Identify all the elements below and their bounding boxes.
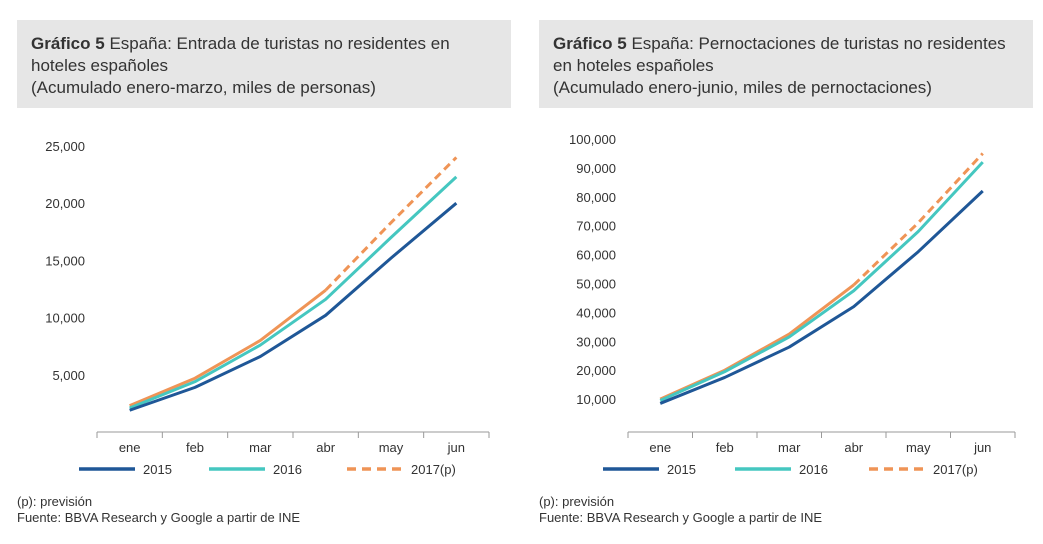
chart-header: Gráfico 5 España: Entrada de turistas no… bbox=[17, 20, 511, 108]
chart-panel-entradas: Gráfico 5 España: Entrada de turistas no… bbox=[17, 20, 511, 526]
x-tick-label: feb bbox=[186, 440, 204, 455]
chart-title: Gráfico 5 España: Pernoctaciones de turi… bbox=[553, 33, 1019, 77]
chart-footer: (p): previsión Fuente: BBVA Research y G… bbox=[539, 494, 822, 526]
chart-header: Gráfico 5 España: Pernoctaciones de turi… bbox=[539, 20, 1033, 108]
y-tick-label: 15,000 bbox=[45, 253, 85, 268]
y-tick-label: 80,000 bbox=[576, 190, 616, 205]
chart-title-prefix: Gráfico 5 bbox=[31, 34, 105, 53]
x-tick-label: jun bbox=[447, 440, 465, 455]
y-tick-label: 10,000 bbox=[45, 311, 85, 326]
series-line-2015 bbox=[659, 189, 984, 405]
legend-label: 2017(p) bbox=[411, 462, 456, 477]
footnote-prevision: (p): previsión bbox=[539, 494, 615, 509]
legend-label: 2015 bbox=[667, 462, 696, 477]
legend-label: 2017(p) bbox=[933, 462, 978, 477]
line-chart-entradas: ene feb mar abr may jun 5,000 10,000 15,000 20,00… bbox=[45, 139, 490, 477]
footnote-source: Fuente: BBVA Research y Google a partir … bbox=[17, 510, 301, 525]
legend-label: 2016 bbox=[273, 462, 302, 477]
y-tick-label: 5,000 bbox=[52, 368, 85, 383]
chart-subtitle: (Acumulado enero-junio, miles de pernoct… bbox=[553, 78, 932, 97]
series-line-2017-observed bbox=[659, 283, 855, 401]
y-tick-label: 20,000 bbox=[576, 363, 616, 378]
footnote-prevision: (p): previsión bbox=[17, 494, 93, 509]
y-tick-label: 10,000 bbox=[576, 392, 616, 407]
chart-title-prefix: Gráfico 5 bbox=[553, 34, 627, 53]
y-tick-label: 25,000 bbox=[45, 139, 85, 154]
x-tick-label: mar bbox=[249, 440, 272, 455]
series-line-2016 bbox=[129, 175, 458, 410]
x-tick-label: jun bbox=[973, 440, 991, 455]
chart-title-text: España: Pernoctaciones de turistas no re… bbox=[553, 34, 1006, 75]
y-tick-label: 50,000 bbox=[576, 277, 616, 292]
y-tick-label: 60,000 bbox=[576, 248, 616, 263]
x-tick-label: ene bbox=[119, 440, 141, 455]
x-tick-label: mar bbox=[778, 440, 801, 455]
legend-label: 2016 bbox=[799, 462, 828, 477]
line-chart-pernoctaciones: ene feb mar abr may jun 10,000 20,000 30,000 40,0… bbox=[569, 132, 1016, 477]
series-line-2017-observed bbox=[129, 288, 327, 408]
x-tick-label: abr bbox=[316, 440, 335, 455]
series-line-2017-forecast bbox=[324, 156, 458, 292]
series-line-2015 bbox=[129, 202, 458, 412]
chart-footer: (p): previsión Fuente: BBVA Research y G… bbox=[17, 494, 300, 526]
x-tick-label: feb bbox=[716, 440, 734, 455]
chart-subtitle: (Acumulado enero-marzo, miles de persona… bbox=[31, 78, 376, 97]
y-tick-label: 30,000 bbox=[576, 334, 616, 349]
chart-panel-pernoctaciones: Gráfico 5 España: Pernoctaciones de turi… bbox=[539, 20, 1033, 526]
series-line-2016 bbox=[659, 161, 984, 402]
y-tick-label: 100,000 bbox=[569, 132, 616, 147]
y-tick-label: 40,000 bbox=[576, 305, 616, 320]
chart-title: Gráfico 5 España: Entrada de turistas no… bbox=[31, 33, 497, 77]
x-tick-label: may bbox=[906, 440, 931, 455]
chart-title-text: España: Entrada de turistas no residente… bbox=[31, 34, 450, 75]
x-tick-label: abr bbox=[844, 440, 863, 455]
series-line-2017-forecast bbox=[852, 152, 984, 287]
x-tick-label: ene bbox=[649, 440, 671, 455]
y-tick-label: 20,000 bbox=[45, 196, 85, 211]
footnote-source: Fuente: BBVA Research y Google a partir … bbox=[539, 510, 823, 525]
x-tick-label: may bbox=[379, 440, 404, 455]
legend-label: 2015 bbox=[143, 462, 172, 477]
y-tick-label: 90,000 bbox=[576, 161, 616, 176]
y-tick-label: 70,000 bbox=[576, 219, 616, 234]
